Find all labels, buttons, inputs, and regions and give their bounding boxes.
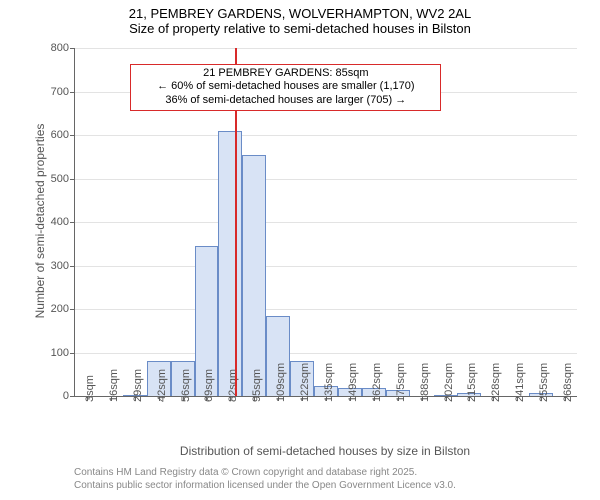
xtick-label: 268sqm	[562, 363, 574, 402]
annotation-line: 21 PEMBREY GARDENS: 85sqm	[135, 67, 436, 81]
footer-line2: Contains public sector information licen…	[74, 479, 456, 492]
xtick-label: 56sqm	[180, 369, 192, 402]
chart-container: 21, PEMBREY GARDENS, WOLVERHAMPTON, WV2 …	[0, 0, 600, 500]
xtick-label: 202sqm	[443, 363, 455, 402]
ytick-label: 800	[51, 42, 75, 54]
xtick-label: 228sqm	[490, 363, 502, 402]
histogram-bar	[218, 131, 242, 396]
histogram-bar	[242, 155, 266, 396]
x-axis-label: Distribution of semi-detached houses by …	[74, 444, 576, 458]
annotation-line: 36% of semi-detached houses are larger (…	[135, 94, 436, 108]
xtick-label: 109sqm	[275, 363, 287, 402]
ytick-label: 500	[51, 173, 75, 185]
xtick-label: 69sqm	[203, 369, 215, 402]
xtick-label: 135sqm	[323, 363, 335, 402]
ytick-label: 600	[51, 129, 75, 141]
xtick-label: 82sqm	[227, 369, 239, 402]
xtick-label: 241sqm	[514, 363, 526, 402]
y-axis-label: Number of semi-detached properties	[33, 91, 47, 351]
ytick-label: 700	[51, 86, 75, 98]
xtick-label: 122sqm	[299, 363, 311, 402]
xtick-label: 188sqm	[419, 363, 431, 402]
gridline	[75, 179, 577, 180]
title-line2: Size of property relative to semi-detach…	[0, 21, 600, 36]
ytick-label: 200	[51, 303, 75, 315]
ytick-label: 100	[51, 347, 75, 359]
xtick-label: 215sqm	[466, 363, 478, 402]
xtick-label: 29sqm	[132, 369, 144, 402]
xtick-label: 255sqm	[538, 363, 550, 402]
annotation-line: ← 60% of semi-detached houses are smalle…	[135, 80, 436, 94]
xtick-label: 3sqm	[84, 375, 96, 402]
xtick-label: 16sqm	[108, 369, 120, 402]
ytick-label: 0	[63, 390, 75, 402]
plot-area: 01002003004005006007008003sqm16sqm29sqm4…	[74, 48, 577, 397]
title-line1: 21, PEMBREY GARDENS, WOLVERHAMPTON, WV2 …	[0, 6, 600, 21]
gridline	[75, 266, 577, 267]
gridline	[75, 135, 577, 136]
gridline	[75, 48, 577, 49]
ytick-label: 400	[51, 216, 75, 228]
gridline	[75, 353, 577, 354]
title-block: 21, PEMBREY GARDENS, WOLVERHAMPTON, WV2 …	[0, 0, 600, 36]
footer-text: Contains HM Land Registry data © Crown c…	[74, 466, 456, 492]
xtick-label: 175sqm	[395, 363, 407, 402]
xtick-label: 162sqm	[371, 363, 383, 402]
gridline	[75, 309, 577, 310]
xtick-label: 95sqm	[251, 369, 263, 402]
xtick-label: 42sqm	[156, 369, 168, 402]
gridline	[75, 222, 577, 223]
ytick-label: 300	[51, 260, 75, 272]
xtick-label: 149sqm	[347, 363, 359, 402]
annotation-box: 21 PEMBREY GARDENS: 85sqm← 60% of semi-d…	[130, 64, 441, 111]
footer-line1: Contains HM Land Registry data © Crown c…	[74, 466, 456, 479]
